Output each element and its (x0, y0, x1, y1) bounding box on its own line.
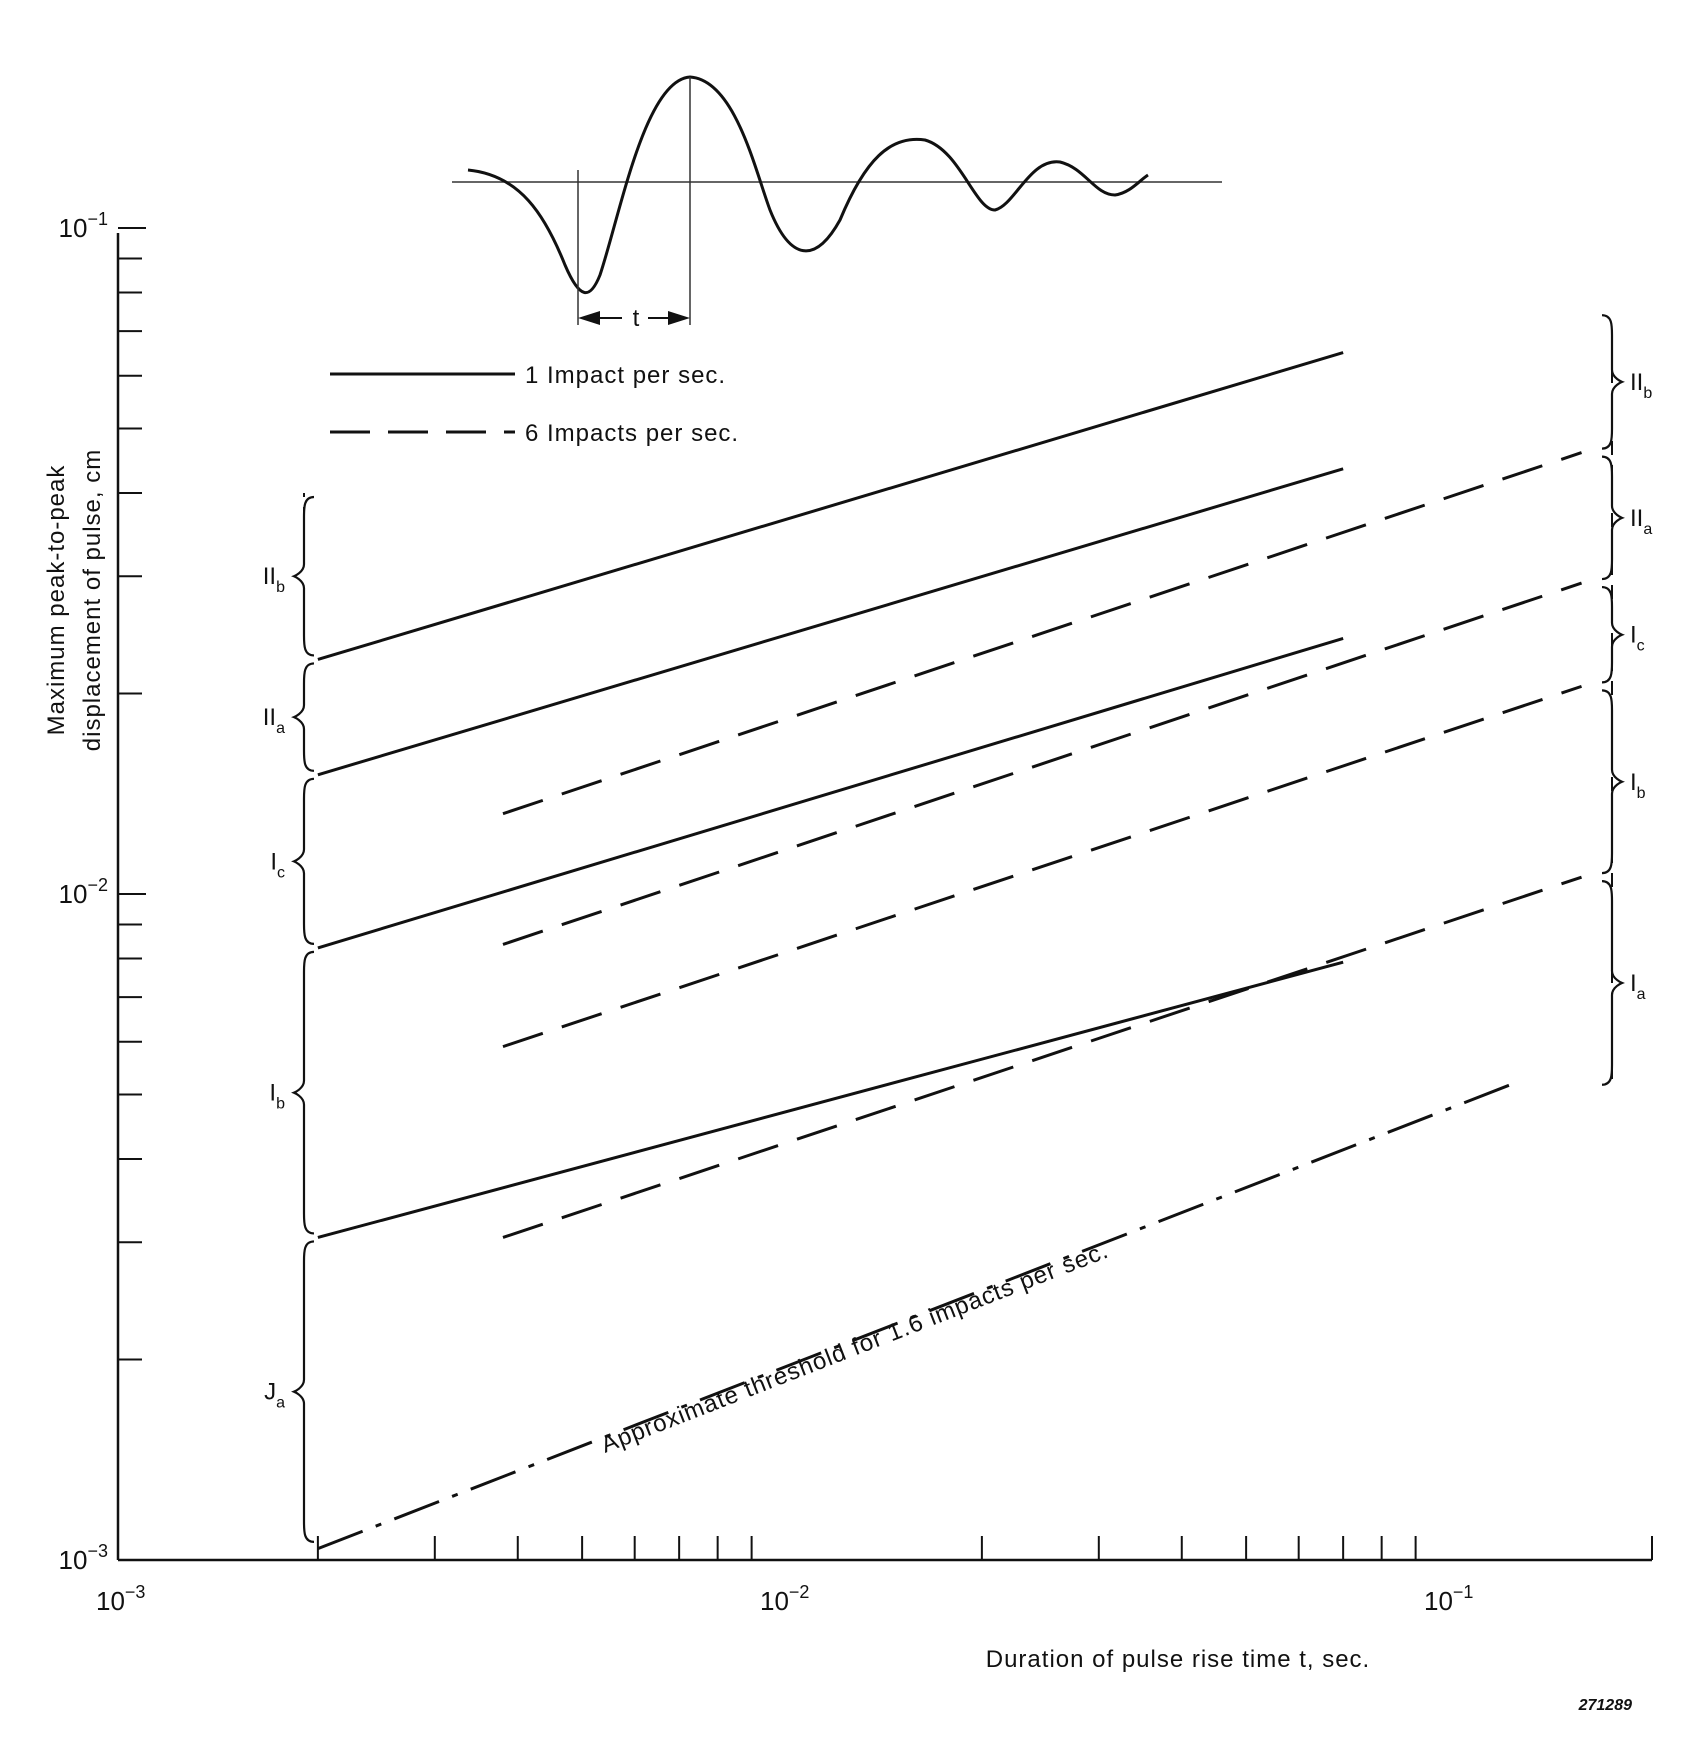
figure-number: 271289 (1578, 1697, 1632, 1714)
band-label: IIa (263, 704, 285, 737)
x-tick-label: 10−1 (1424, 1582, 1473, 1616)
left-band-bracket (291, 662, 315, 772)
band-brackets: IIb IIa Ic Ib Ja IIb IIa Ic Ib Ia (263, 314, 1652, 1543)
left-band-bracket (291, 777, 315, 945)
threshold-annotation: Approximate threshold for 1.6 impacts pe… (597, 1237, 1112, 1459)
right-band-bracket (1601, 880, 1625, 1086)
series-line-dashed (502, 684, 1583, 1049)
series-line-solid (317, 351, 1344, 661)
left-band-bracket (291, 1240, 315, 1543)
x-tick-label: 10−2 (760, 1582, 809, 1616)
y-axis-title: Maximum peak-to-peak displacement of puls… (43, 449, 106, 751)
y-tick-label: 10−2 (59, 875, 108, 909)
left-band-bracket (291, 950, 315, 1235)
inset-t-label: t (633, 305, 640, 332)
y-axis-title-line2: displacement of pulse, cm (79, 449, 106, 751)
band-label: IIa (1630, 505, 1652, 538)
y-tick-label: 10−1 (59, 209, 108, 243)
series-line-solid (317, 636, 1344, 950)
band-label: IIb (263, 563, 285, 596)
right-band-bracket (1601, 314, 1625, 450)
y-axis-title-line1: Maximum peak-to-peak (43, 465, 70, 736)
series-line-dashdot (317, 1078, 1523, 1551)
plot-axes: 10−3 10−2 10−1 10−3 10−2 10−1 Duration of puls… (43, 209, 1653, 1714)
x-axis-title: Duration of pulse rise time t, sec. (986, 1646, 1370, 1673)
band-label: Ja (264, 1379, 285, 1412)
series-line-dashed (502, 875, 1583, 1239)
right-band-bracket (1601, 585, 1625, 684)
series-line-dashed (502, 451, 1583, 816)
band-label: Ic (270, 848, 285, 881)
left-band-bracket (291, 495, 315, 657)
inset-pulse-curve (467, 75, 1149, 295)
y-tick-label: 10−3 (59, 1541, 108, 1575)
inset-arrow-right (668, 311, 690, 325)
band-label: Ib (1630, 769, 1646, 802)
right-band-bracket (1601, 689, 1625, 875)
band-label: IIb (1630, 369, 1652, 402)
band-label: Ib (269, 1080, 285, 1113)
series-line-solid (317, 960, 1344, 1239)
series-line-solid (317, 467, 1344, 777)
band-label: Ic (1630, 622, 1645, 655)
legend: 1 Impact per sec. 6 Impacts per sec. (330, 362, 739, 447)
legend-label: 6 Impacts per sec. (525, 420, 739, 447)
series-lines (317, 351, 1583, 1551)
inset-arrow-left (578, 311, 600, 325)
band-label: Ia (1630, 970, 1646, 1003)
inset-waveform: t (452, 75, 1222, 332)
series-line-dashed (502, 581, 1583, 946)
right-band-bracket (1601, 455, 1625, 581)
annotations: Approximate threshold for 1.6 impacts pe… (597, 1237, 1112, 1459)
x-tick-label: 10−3 (96, 1582, 145, 1616)
legend-label: 1 Impact per sec. (525, 362, 726, 389)
